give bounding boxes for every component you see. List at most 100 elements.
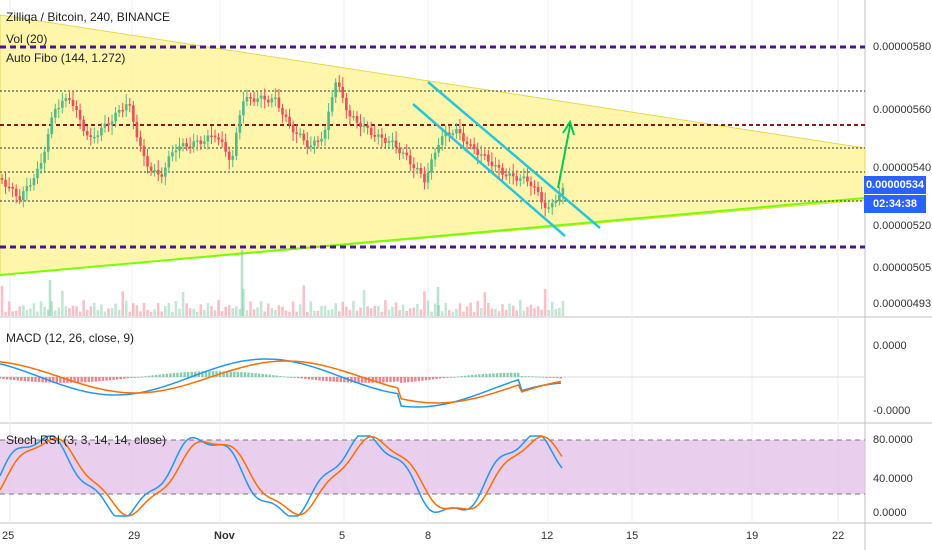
- candle-body: [29, 185, 32, 187]
- candle-body: [82, 119, 85, 132]
- candle-body: [394, 140, 398, 148]
- volume-bar: [46, 309, 50, 316]
- falling-channel[interactable]: [412, 81, 601, 237]
- volume-bar: [259, 301, 263, 316]
- candle-body: [149, 166, 153, 171]
- macd-histogram-bar: [314, 377, 318, 381]
- volume-bar: [121, 291, 124, 316]
- candle-body: [32, 178, 36, 186]
- volume-bar: [384, 300, 387, 316]
- macd-histogram-bar: [108, 377, 112, 381]
- macd-histogram-bar: [279, 375, 282, 377]
- macd-histogram-bar: [37, 377, 41, 383]
- volume-bar: [494, 308, 497, 316]
- macd-histogram-bar: [453, 376, 456, 378]
- candle-body: [426, 172, 430, 183]
- macd-histogram-bar: [549, 377, 552, 378]
- macd-histogram-bar: [243, 372, 247, 377]
- volume-bar: [75, 306, 78, 316]
- candle-body: [313, 140, 316, 146]
- candle-body: [483, 154, 487, 156]
- trend-support-line[interactable]: [0, 197, 866, 276]
- volume-bar: [550, 301, 554, 316]
- candle-body: [4, 179, 7, 187]
- candle-body: [100, 127, 103, 136]
- volume-bar: [114, 303, 117, 316]
- macd-histogram-bar: [297, 377, 300, 379]
- candle-body: [298, 133, 302, 136]
- volume-bar: [309, 301, 313, 316]
- macd-histogram-bar: [84, 377, 87, 383]
- volume-bar: [167, 302, 171, 316]
- candlesticks[interactable]: [0, 75, 565, 217]
- macd-histogram-bar: [300, 377, 303, 379]
- channel-lower-line[interactable]: [412, 103, 566, 237]
- volume-bar: [394, 302, 398, 316]
- candle-body: [380, 134, 384, 138]
- candle-body: [156, 170, 160, 175]
- volume-bar: [185, 303, 188, 316]
- macd-histogram-bar: [339, 377, 342, 383]
- auto-fibo-legend[interactable]: Auto Fibo (144, 1.272): [6, 51, 126, 65]
- macd-histogram-bar: [375, 377, 378, 383]
- candle-body: [558, 195, 561, 202]
- candle-body: [199, 140, 203, 144]
- volume-bar: [377, 306, 380, 316]
- volume-bar: [277, 305, 281, 316]
- candle-body: [132, 105, 135, 122]
- volume-bar: [451, 311, 455, 316]
- macd-histogram-bar: [16, 377, 19, 381]
- candle-body: [270, 98, 274, 103]
- candle-body: [142, 145, 146, 157]
- macd-histogram-bar: [371, 377, 374, 383]
- candle-body: [515, 176, 519, 181]
- volume-legend[interactable]: Vol (20): [6, 32, 48, 46]
- candle-body: [220, 139, 224, 143]
- volume-bar: [48, 280, 52, 316]
- volume-bar: [50, 301, 53, 316]
- candle-body: [341, 86, 345, 98]
- volume-bar: [96, 310, 100, 316]
- macd-line: [0, 358, 561, 408]
- channel-upper-line[interactable]: [427, 81, 601, 229]
- volume-bar: [387, 309, 391, 316]
- breakout-arrow[interactable]: [557, 119, 575, 189]
- macd-histogram-bar: [527, 376, 531, 377]
- volume-bar: [359, 307, 362, 316]
- macd-histogram-bar: [119, 377, 122, 380]
- candle-body: [195, 140, 199, 142]
- volume-bar: [29, 308, 32, 316]
- volume-bar: [71, 305, 75, 316]
- volume-bar: [416, 303, 419, 316]
- last-price-tag: 0.00000534: [864, 176, 926, 194]
- macd-histogram-bar: [307, 377, 311, 380]
- volume-bar: [380, 311, 384, 316]
- volume-bar: [504, 309, 508, 316]
- macd-histogram-bar: [201, 371, 204, 377]
- candle-body: [121, 109, 124, 112]
- volume-bar: [465, 306, 469, 316]
- candle-body: [472, 144, 476, 150]
- candle-body: [39, 162, 43, 169]
- candle-body: [309, 145, 313, 148]
- volume-bar: [274, 309, 277, 316]
- macd-histogram-bar: [502, 372, 506, 377]
- candle-body: [387, 141, 391, 143]
- macd-histogram-bar: [421, 377, 424, 381]
- stoch-tick: 40.0000: [873, 473, 913, 485]
- candle-body: [164, 167, 167, 177]
- macd-histogram-bar: [144, 376, 147, 377]
- candle-body: [355, 116, 359, 123]
- candle-body: [174, 150, 178, 153]
- stoch-rsi-legend[interactable]: Stoch RSI (3, 3, 14, 14, close): [6, 433, 167, 447]
- time-tick: 29: [128, 530, 141, 542]
- volume-bar: [270, 307, 274, 316]
- macd-histogram-bar: [414, 377, 417, 382]
- candle-body: [316, 140, 320, 143]
- macd-histogram-bar: [318, 377, 321, 381]
- macd-legend[interactable]: MACD (12, 26, close, 9): [6, 331, 135, 345]
- candle-body: [210, 135, 213, 137]
- volume-bar: [195, 311, 199, 316]
- volume-bar: [192, 308, 195, 316]
